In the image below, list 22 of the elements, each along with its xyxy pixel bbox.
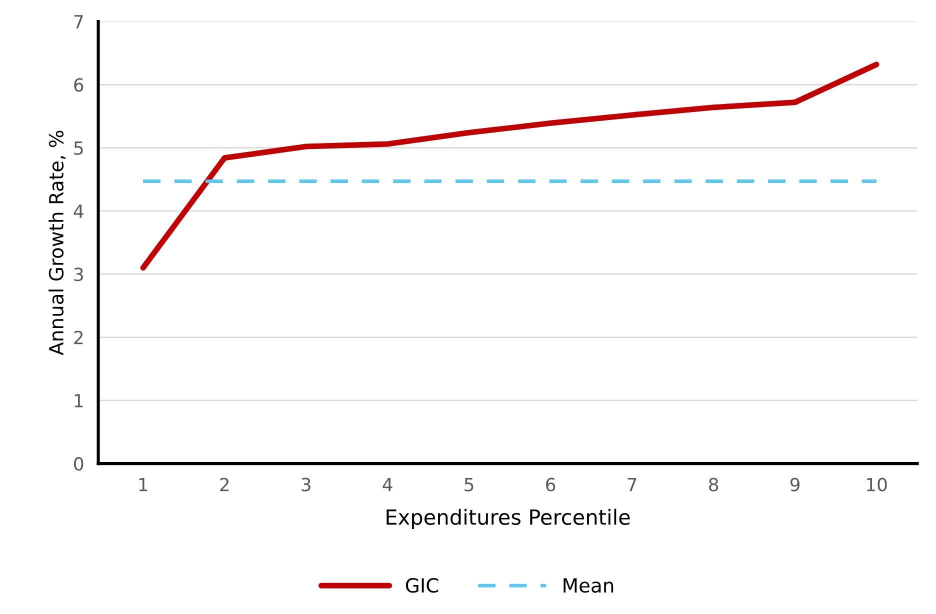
- x-tick-label: 2: [220, 478, 229, 492]
- x-axis-title: Expenditures Percentile: [386, 508, 630, 529]
- y-axis-title: Annual Growth Rate, %: [48, 130, 66, 356]
- legend-label: GIC: [406, 578, 438, 593]
- y-tick-label: 2: [74, 330, 83, 344]
- x-tick-label: 5: [464, 478, 474, 492]
- y-tick-label: 1: [74, 394, 83, 408]
- y-tick-label: 6: [74, 78, 84, 92]
- x-tick-label: 3: [302, 478, 310, 492]
- y-tick-label: 0: [74, 457, 84, 471]
- x-tick-label: 7: [628, 478, 636, 492]
- x-tick-label: 10: [867, 478, 887, 492]
- y-tick-label: 4: [74, 204, 84, 218]
- y-tick-label: 5: [74, 141, 83, 155]
- x-tick-label: 6: [546, 478, 556, 492]
- x-tick-label: 1: [139, 478, 148, 492]
- legend-label: Mean: [564, 578, 614, 593]
- x-tick-label: 4: [382, 478, 392, 492]
- y-tick-label: 3: [74, 268, 83, 282]
- y-tick-label: 7: [74, 15, 83, 28]
- x-tick-label: 8: [709, 478, 718, 492]
- x-tick-label: 9: [790, 478, 800, 492]
